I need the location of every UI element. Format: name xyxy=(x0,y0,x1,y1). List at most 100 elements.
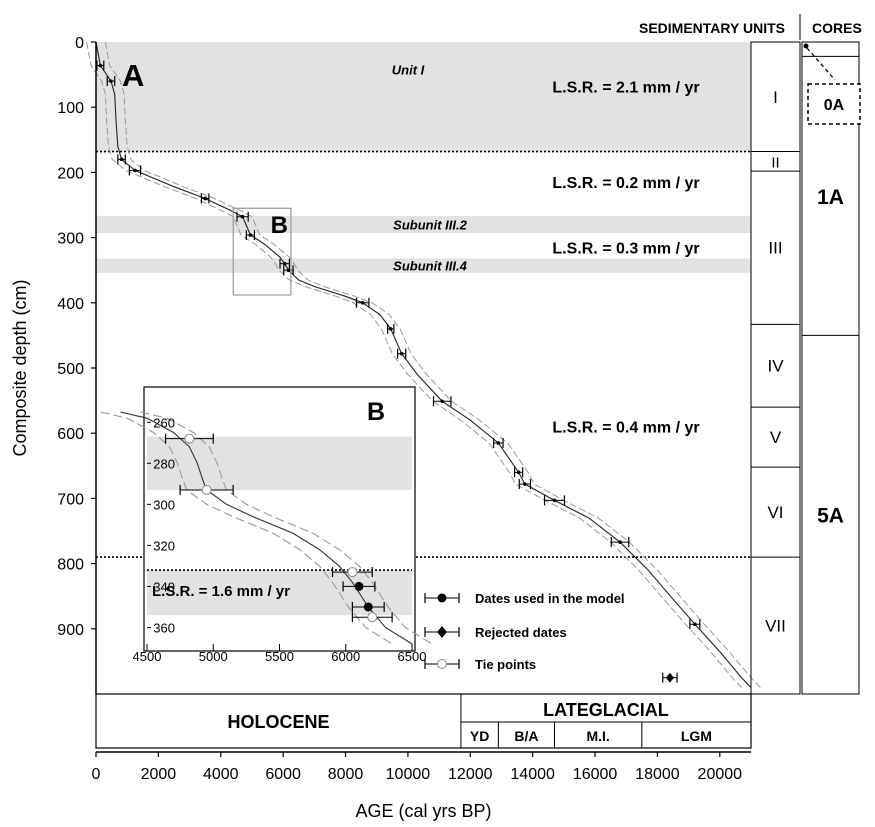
legend-label: Dates used in the model xyxy=(475,591,625,606)
y-tick-label: 100 xyxy=(57,100,84,117)
unit-label: II xyxy=(771,154,779,171)
date-point xyxy=(360,301,365,305)
x-tick-label: 2000 xyxy=(141,766,177,783)
date-point xyxy=(388,327,393,331)
core-0a-position-dot xyxy=(803,43,809,49)
unit-label: IV xyxy=(767,357,784,376)
x-axis-title: AGE (cal yrs BP) xyxy=(355,801,491,821)
rejected-date-point xyxy=(665,672,674,683)
date-point xyxy=(133,168,137,173)
inset-x-tick-label: 5000 xyxy=(199,649,228,664)
lateglacial-label: LATEGLACIAL xyxy=(543,700,669,720)
inset-y-tick-label: 280 xyxy=(153,456,175,471)
inset-model-envelope-old xyxy=(140,411,433,645)
core-label: 1A xyxy=(817,186,844,209)
lsr-label: L.S.R. = 0.2 mm / yr xyxy=(552,175,699,192)
model-envelope-old xyxy=(104,41,761,688)
x-tick-label: 12000 xyxy=(448,766,493,783)
x-tick-label: 10000 xyxy=(386,766,431,783)
lsr-label: L.S.R. = 0.4 mm / yr xyxy=(552,420,699,437)
unit-label: V xyxy=(770,428,782,447)
units-header: SEDIMENTARY UNITS xyxy=(639,20,785,36)
main-plot: B A Unit I Subunit III.2 Subunit III.4 L.S.R.… xyxy=(10,35,761,821)
date-point xyxy=(693,622,697,627)
x-tick-label: 4000 xyxy=(203,766,239,783)
legend-marker-diamond xyxy=(437,626,447,638)
inset-label-b: B xyxy=(367,398,385,426)
date-point xyxy=(240,214,245,219)
inset-y-tick-label: 260 xyxy=(153,415,175,430)
inset-lsr-label: L.S.R. = 1.6 mm / yr xyxy=(152,583,290,600)
y-tick-label: 400 xyxy=(57,296,84,313)
period-label: M.I. xyxy=(586,728,609,744)
date-point xyxy=(98,63,103,68)
y-tick-label: 200 xyxy=(57,165,84,182)
date-point xyxy=(523,482,527,486)
unit-label: III xyxy=(768,239,782,258)
date-point xyxy=(248,233,253,237)
date-point xyxy=(282,261,287,266)
age-depth-model-line xyxy=(95,41,752,688)
date-point xyxy=(203,196,207,201)
legend-label: Tie points xyxy=(475,657,536,672)
inset-date-marker xyxy=(354,581,364,591)
date-point xyxy=(399,351,404,356)
inset-tie-point-marker xyxy=(347,567,358,578)
inset-y-tick-label: 300 xyxy=(153,497,175,512)
cores-header: CORES xyxy=(812,20,862,36)
chronology-bar: HOLOCENE LATEGLACIAL YD B/A M.I. LGM xyxy=(95,693,752,749)
inset-tie-point-marker xyxy=(201,484,212,495)
date-point xyxy=(119,157,124,162)
y-axis-title: Composite depth (cm) xyxy=(10,279,30,456)
period-label: B/A xyxy=(514,728,538,744)
panel-label-a: A xyxy=(122,58,144,93)
y-tick-label: 800 xyxy=(57,557,84,574)
y-tick-label: 0 xyxy=(75,35,84,52)
date-point xyxy=(109,79,113,83)
inset-x-tick-label: 4500 xyxy=(133,649,162,664)
legend-label: Rejected dates xyxy=(475,625,567,640)
unit-label: VII xyxy=(765,617,786,636)
date-point xyxy=(496,441,501,445)
y-tick-label: 900 xyxy=(57,622,84,639)
inset-x-tick-label: 5500 xyxy=(265,649,294,664)
inset-x-tick-label: 6000 xyxy=(331,649,360,664)
inset-y-tick-label: 340 xyxy=(153,579,175,594)
inset-tie-point-marker xyxy=(184,433,195,444)
period-label: YD xyxy=(470,728,489,744)
inset-y-tick-label: 360 xyxy=(153,620,175,635)
x-tick-label: 18000 xyxy=(635,766,680,783)
x-tick-label: 14000 xyxy=(510,766,555,783)
core-0a-leader-line xyxy=(806,47,836,81)
date-point xyxy=(516,470,521,475)
shaded-unit-label: Subunit III.4 xyxy=(393,259,467,274)
shaded-unit-band xyxy=(96,258,751,273)
x-tick-label: 0 xyxy=(92,766,101,783)
holocene-label: HOLOCENE xyxy=(227,712,329,732)
legend-marker-filled-circle xyxy=(437,593,447,603)
unit-label: VI xyxy=(767,503,783,522)
inset-model-line xyxy=(120,411,413,645)
date-point xyxy=(618,540,622,544)
y-tick-label: 500 xyxy=(57,361,84,378)
cores-column-frame xyxy=(801,41,860,695)
shaded-unit-label: Unit I xyxy=(392,63,425,78)
y-tick-label: 600 xyxy=(57,426,84,443)
inset-model-envelope-young xyxy=(100,411,393,645)
y-tick-label: 700 xyxy=(57,491,84,508)
lsr-label: L.S.R. = 0.3 mm / yr xyxy=(552,240,699,257)
zoom-box-b xyxy=(232,207,292,296)
date-point xyxy=(440,399,445,404)
x-tick-label: 16000 xyxy=(573,766,618,783)
legend-marker-open-circle xyxy=(437,659,447,669)
x-tick-label: 6000 xyxy=(265,766,301,783)
units-column-frame xyxy=(750,41,801,695)
x-tick-label: 8000 xyxy=(328,766,364,783)
inset-date-marker xyxy=(363,602,373,612)
inset-shaded-band xyxy=(147,436,412,490)
model-envelope-young xyxy=(86,41,742,688)
core-0a-box xyxy=(807,83,861,125)
cores-column: CORES 0A 1A 5A xyxy=(801,20,862,695)
